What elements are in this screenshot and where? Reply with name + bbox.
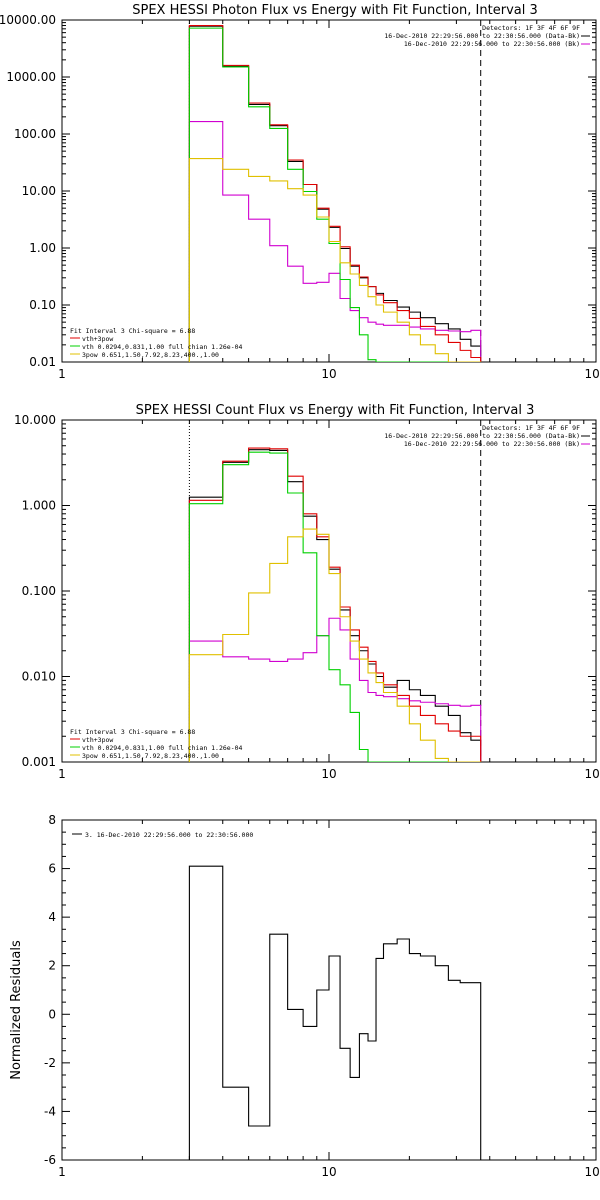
x-tick-label: 10 (321, 1165, 336, 1179)
series-vth (188, 27, 482, 362)
bk-time-label: 16-Dec-2010 22:29:56.000 to 22:30:56.000… (404, 40, 580, 48)
count-flux-title: SPEX HESSI Count Flux vs Energy with Fit… (136, 403, 535, 418)
y-tick-label: 10.00 (22, 184, 56, 198)
series-bk (188, 121, 482, 362)
x-tick-label: 1 (58, 1165, 66, 1179)
fit-vth-label: vth 0.0294,0.831,1.00 full chian 1.26e-0… (82, 343, 243, 351)
fit-total-label: vth+3pow (82, 335, 113, 343)
residuals-legend-label: 3. 16-Dec-2010 22:29:56.000 to 22:30:56.… (85, 831, 253, 839)
plot-frame (61, 19, 597, 363)
series-3pow (188, 158, 482, 362)
series-data-bk (188, 449, 482, 762)
y-tick-label: 10000.00 (0, 13, 56, 27)
x-tick-label: 1 (58, 367, 66, 381)
x-tick-label: 100 (585, 367, 600, 381)
x-tick-label: 100 (585, 1165, 600, 1179)
y-tick-label: 0.001 (22, 755, 56, 769)
series-data-bk (188, 25, 482, 362)
series-3pow (188, 528, 482, 762)
y-tick-label: 0.010 (22, 670, 56, 684)
fit-vth-label: vth 0.0294,0.831,1.00 full chian 1.26e-0… (82, 744, 243, 752)
data-bk-time-label: 16-Dec-2010 22:29:56.000 to 22:30:56.000… (384, 432, 580, 440)
x-tick-label: 100 (585, 767, 600, 781)
series-vth (188, 451, 482, 762)
y-tick-label: 4 (48, 910, 56, 924)
series-vth-3pow (188, 447, 482, 762)
y-tick-label: 6 (48, 862, 56, 876)
data-bk-time-label: 16-Dec-2010 22:29:56.000 to 22:30:56.000… (384, 32, 580, 40)
series-vth-3pow (188, 24, 482, 362)
y-tick-label: 1.000 (22, 499, 56, 513)
series-bk (188, 617, 482, 762)
y-tick-label: 1000.00 (6, 70, 56, 84)
y-tick-label: 10.000 (14, 413, 56, 427)
detectors-label: Detectors: 1F 3F 4F 6F 9F (482, 424, 580, 432)
fit-chi-square-label: Fit Interval 3 Chi-square = 6.88 (70, 327, 195, 335)
fit-3pow-label: 3pow 0.651,1.50,7.92,8.23,400.,1.00 (82, 752, 219, 760)
y-tick-label: 0 (48, 1007, 56, 1021)
x-tick-label: 10 (321, 367, 336, 381)
residuals-y-axis-label: Normalized Residuals (9, 940, 24, 1080)
y-tick-label: 0.01 (29, 355, 56, 369)
y-tick-label: -4 (44, 1104, 56, 1118)
plot-frame (61, 419, 597, 763)
detectors-label: Detectors: 1F 3F 4F 6F 9F (482, 24, 580, 32)
photon-flux-title: SPEX HESSI Photon Flux vs Energy with Fi… (132, 3, 538, 18)
x-tick-label: 10 (321, 767, 336, 781)
bk-time-label: 16-Dec-2010 22:29:56.000 to 22:30:56.000… (404, 440, 580, 448)
y-tick-label: 8 (48, 813, 56, 827)
y-tick-label: 0.10 (29, 298, 56, 312)
photon-flux-panel: SPEX HESSI Photon Flux vs Energy with Fi… (0, 3, 600, 381)
fit-chi-square-label: Fit Interval 3 Chi-square = 6.88 (70, 728, 195, 736)
y-tick-label: -6 (44, 1153, 56, 1167)
y-tick-label: 100.00 (14, 127, 56, 141)
residuals-panel: 1 10 100 -6 -4 -2 0 2 4 6 8 Normalized Residuals 3… (9, 813, 600, 1179)
y-tick-label: 1.00 (29, 241, 56, 255)
fit-3pow-label: 3pow 0.651,1.50,7.92,8.23,400.,1.00 (82, 351, 219, 359)
y-tick-label: 0.100 (22, 584, 56, 598)
fit-total-label: vth+3pow (82, 736, 113, 744)
x-tick-label: 1 (58, 767, 66, 781)
y-tick-label: 2 (48, 959, 56, 973)
count-flux-panel: SPEX HESSI Count Flux vs Energy with Fit… (14, 403, 600, 781)
y-tick-label: -2 (44, 1056, 56, 1070)
series-3-16-dec-2010-22-29-56-000-to-22-30-56-000 (188, 865, 482, 1160)
